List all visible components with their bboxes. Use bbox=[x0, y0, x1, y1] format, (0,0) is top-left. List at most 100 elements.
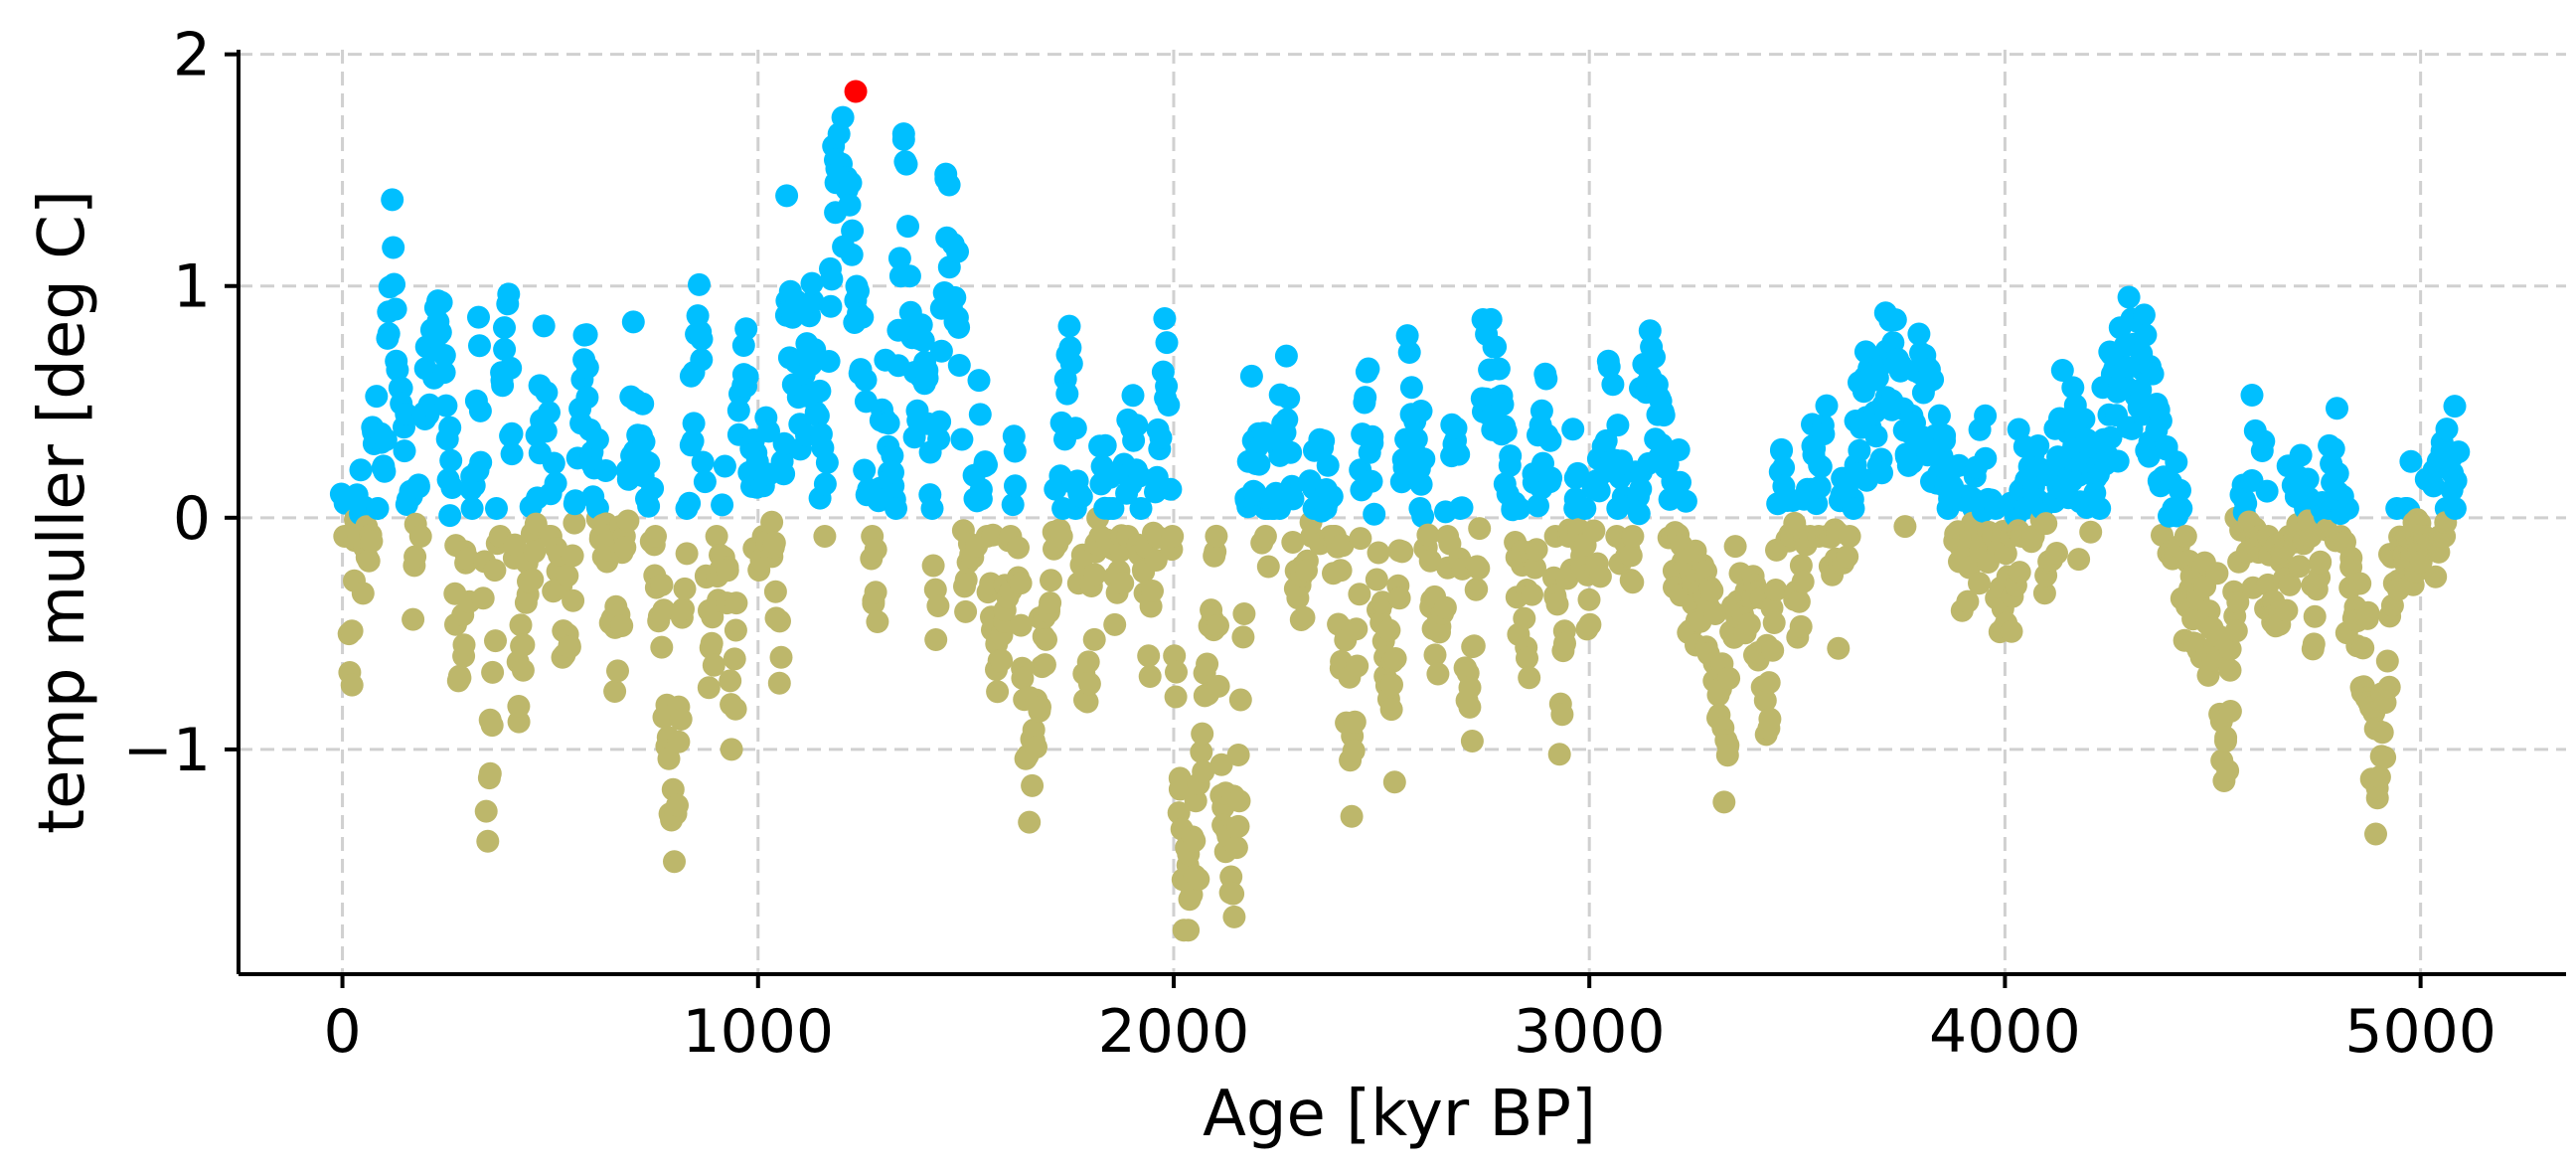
data-point bbox=[763, 580, 787, 603]
data-point bbox=[1968, 572, 1991, 595]
data-point bbox=[711, 493, 734, 517]
data-point bbox=[1018, 810, 1042, 834]
data-point bbox=[1312, 428, 1336, 452]
data-point bbox=[2435, 418, 2459, 441]
data-point bbox=[2424, 565, 2448, 588]
data-point bbox=[452, 633, 476, 657]
x-tick-label: 2000 bbox=[1098, 997, 1250, 1067]
data-point bbox=[673, 577, 697, 600]
data-point bbox=[853, 458, 877, 482]
data-point bbox=[1138, 665, 1162, 688]
data-point bbox=[1927, 404, 1951, 427]
data-point bbox=[1956, 589, 1980, 613]
data-point bbox=[768, 609, 791, 633]
data-point bbox=[1404, 427, 1428, 451]
data-point bbox=[561, 544, 584, 568]
data-point bbox=[471, 586, 495, 610]
data-point bbox=[357, 549, 381, 573]
data-point bbox=[2399, 449, 2423, 473]
data-point bbox=[815, 450, 839, 474]
data-point bbox=[1789, 614, 1813, 638]
data-point bbox=[775, 184, 799, 208]
data-point bbox=[1380, 673, 1403, 697]
data-point bbox=[801, 289, 825, 313]
data-point bbox=[1076, 650, 1100, 674]
data-point bbox=[891, 127, 915, 151]
data-point bbox=[563, 511, 586, 535]
data-point bbox=[924, 628, 948, 651]
data-point bbox=[393, 439, 416, 463]
data-point bbox=[1772, 455, 1796, 479]
data-point bbox=[819, 294, 843, 318]
data-point bbox=[2224, 619, 2248, 643]
data-point bbox=[1184, 789, 1208, 813]
data-point bbox=[1209, 753, 1233, 776]
data-point bbox=[2326, 461, 2349, 485]
data-point bbox=[847, 279, 870, 303]
data-point bbox=[610, 614, 634, 637]
data-point bbox=[1527, 494, 1549, 518]
data-point bbox=[2355, 606, 2379, 630]
data-point bbox=[667, 730, 691, 753]
data-point bbox=[1346, 654, 1369, 678]
data-point bbox=[2335, 497, 2359, 520]
data-point bbox=[669, 708, 693, 731]
data-point bbox=[1587, 479, 1611, 503]
data-point bbox=[351, 582, 375, 605]
data-point bbox=[672, 597, 695, 621]
data-point bbox=[1757, 671, 1781, 695]
data-point bbox=[1547, 743, 1571, 766]
data-point bbox=[1460, 730, 1484, 753]
data-point bbox=[1539, 466, 1563, 490]
data-point bbox=[713, 454, 736, 478]
data-point bbox=[382, 236, 405, 259]
data-point bbox=[1021, 773, 1045, 797]
data-point bbox=[1059, 352, 1083, 376]
data-point bbox=[2218, 700, 2242, 723]
data-point bbox=[500, 442, 524, 466]
data-point bbox=[681, 429, 705, 453]
data-point bbox=[467, 305, 490, 329]
data-point bbox=[693, 470, 717, 494]
data-point bbox=[542, 451, 565, 475]
data-point bbox=[575, 386, 599, 410]
data-point bbox=[1808, 475, 1832, 499]
data-point bbox=[831, 105, 855, 129]
data-point bbox=[1083, 563, 1107, 586]
data-point bbox=[1187, 868, 1210, 891]
data-point bbox=[481, 660, 505, 684]
data-point bbox=[558, 635, 581, 659]
data-point bbox=[1764, 579, 1788, 601]
data-point bbox=[1205, 524, 1228, 548]
data-point bbox=[2008, 561, 2031, 585]
data-point bbox=[478, 761, 502, 785]
data-point bbox=[440, 476, 464, 499]
data-point bbox=[616, 509, 640, 533]
data-point bbox=[1703, 602, 1727, 625]
data-point bbox=[374, 428, 398, 451]
data-point bbox=[1281, 487, 1305, 511]
data-point bbox=[1164, 685, 1188, 709]
data-point bbox=[734, 317, 758, 341]
data-point bbox=[1601, 373, 1625, 397]
data-point bbox=[386, 358, 409, 382]
data-point bbox=[1365, 568, 1388, 591]
data-point bbox=[1340, 804, 1364, 828]
data-point bbox=[682, 412, 706, 435]
data-point bbox=[1039, 591, 1062, 614]
data-point bbox=[1165, 660, 1188, 684]
data-point bbox=[947, 315, 971, 339]
data-point bbox=[1812, 422, 1836, 446]
data-point bbox=[377, 322, 401, 346]
data-point bbox=[395, 403, 418, 426]
data-point bbox=[650, 635, 674, 659]
data-point bbox=[1762, 611, 1786, 634]
data-point bbox=[509, 613, 533, 637]
data-point bbox=[1573, 497, 1597, 520]
axes-layer bbox=[237, 50, 2566, 976]
data-point bbox=[2364, 822, 2387, 846]
data-point bbox=[2067, 548, 2091, 572]
data-point bbox=[652, 598, 676, 622]
data-point bbox=[1397, 341, 1421, 364]
data-point bbox=[1518, 666, 1541, 690]
